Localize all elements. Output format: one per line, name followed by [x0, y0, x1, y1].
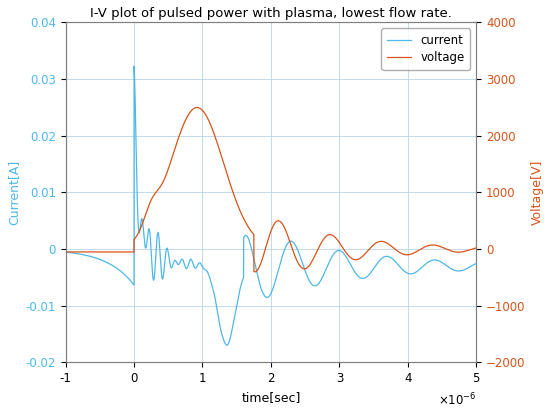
current [305, 277, 312, 282]
X-axis label: time[sec]: time[sec] [241, 391, 301, 404]
current [367, 271, 374, 276]
voltage [367, 246, 374, 251]
current [389, 256, 396, 261]
voltage [389, 244, 396, 249]
Line: current: current [66, 66, 476, 345]
current [83, 253, 90, 258]
Line: voltage: voltage [66, 107, 476, 272]
current [323, 266, 330, 271]
voltage [211, 132, 218, 137]
Title: I-V plot of pulsed power with plasma, lowest flow rate.: I-V plot of pulsed power with plasma, lo… [90, 7, 452, 20]
Y-axis label: Current[A]: Current[A] [7, 160, 20, 225]
current [62, 249, 69, 254]
Legend: current, voltage: current, voltage [381, 28, 471, 70]
current [224, 343, 230, 348]
current [131, 64, 137, 69]
voltage [305, 264, 312, 269]
voltage [62, 249, 69, 254]
voltage [323, 233, 330, 238]
voltage [473, 245, 479, 250]
voltage [252, 269, 258, 274]
current [211, 292, 218, 297]
Y-axis label: Voltage[V]: Voltage[V] [531, 160, 544, 225]
current [473, 261, 479, 266]
Text: $\times10^{-6}$: $\times10^{-6}$ [437, 392, 476, 408]
voltage [83, 249, 90, 254]
voltage [194, 105, 201, 110]
